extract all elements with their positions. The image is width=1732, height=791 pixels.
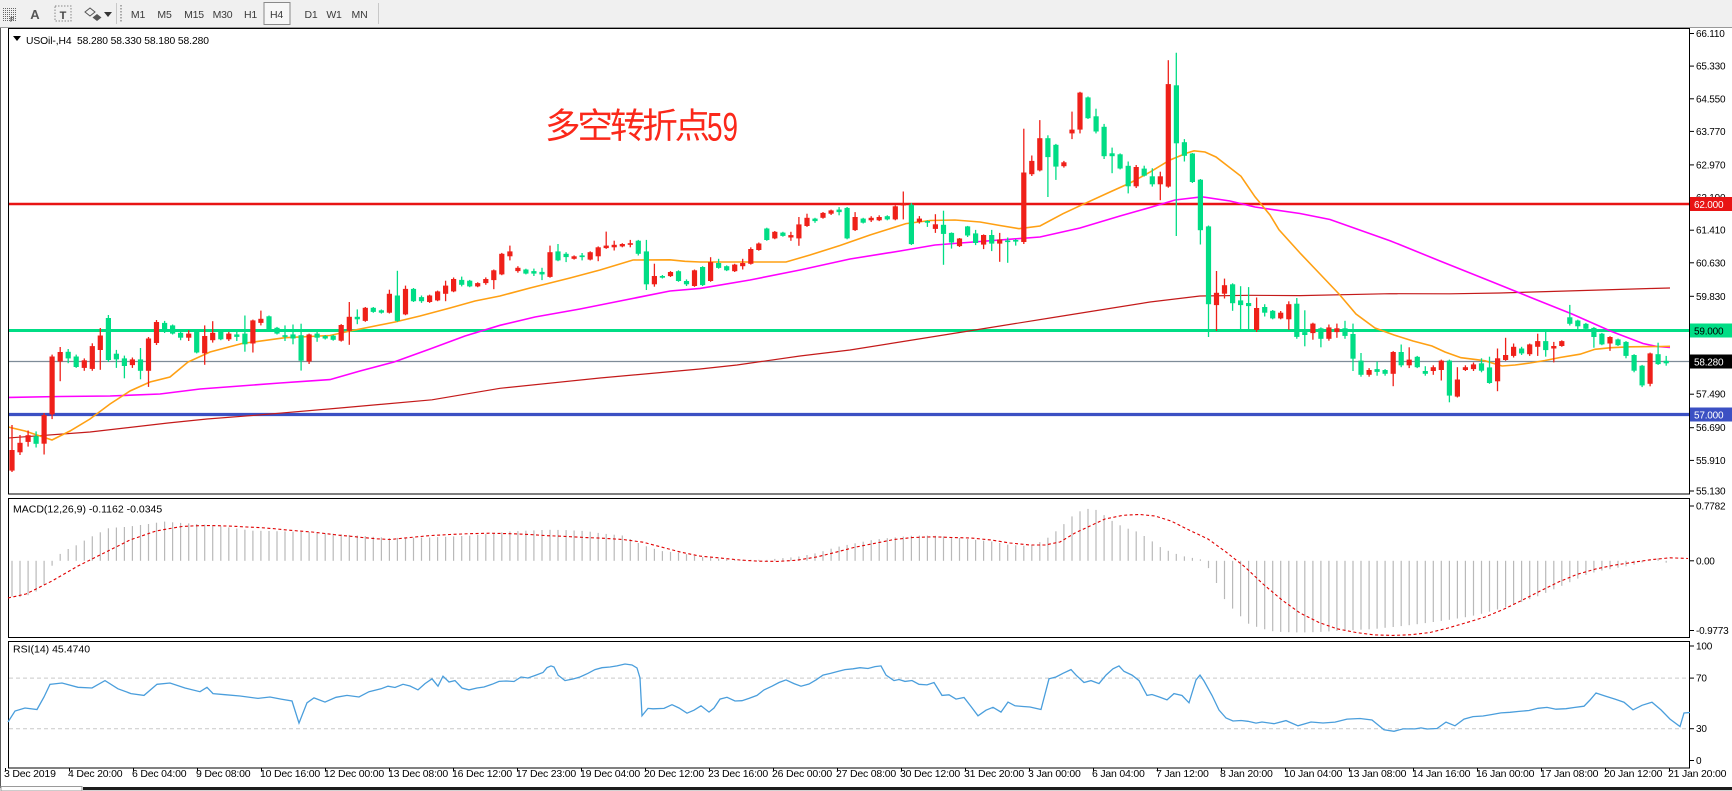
svg-text:57.490: 57.490 bbox=[1696, 390, 1726, 401]
svg-text:D1: D1 bbox=[304, 9, 317, 21]
svg-text:63.770: 63.770 bbox=[1696, 127, 1726, 138]
svg-text:F: F bbox=[10, 17, 14, 24]
svg-text:55.910: 55.910 bbox=[1696, 456, 1726, 467]
svg-text:6 Dec 04:00: 6 Dec 04:00 bbox=[132, 768, 187, 780]
svg-text:RSI(14) 45.4740: RSI(14) 45.4740 bbox=[13, 644, 90, 656]
svg-text:13 Jan 08:00: 13 Jan 08:00 bbox=[1348, 768, 1407, 780]
svg-text:17 Dec 23:00: 17 Dec 23:00 bbox=[516, 768, 576, 780]
svg-text:100: 100 bbox=[1696, 642, 1713, 653]
svg-text:A: A bbox=[30, 7, 40, 22]
svg-text:17 Jan 08:00: 17 Jan 08:00 bbox=[1540, 768, 1599, 780]
svg-text:60.630: 60.630 bbox=[1696, 258, 1726, 269]
svg-text:H1: H1 bbox=[244, 9, 257, 21]
svg-text:23 Dec 16:00: 23 Dec 16:00 bbox=[708, 768, 768, 780]
svg-text:59: 59 bbox=[707, 106, 738, 150]
svg-text:27 Dec 08:00: 27 Dec 08:00 bbox=[836, 768, 896, 780]
svg-text:62.000: 62.000 bbox=[1694, 200, 1724, 211]
svg-text:4 Dec 20:00: 4 Dec 20:00 bbox=[68, 768, 123, 780]
svg-text:70: 70 bbox=[1696, 674, 1707, 685]
svg-text:T: T bbox=[60, 10, 67, 22]
svg-text:7 Jan 12:00: 7 Jan 12:00 bbox=[1156, 768, 1209, 780]
svg-text:MN: MN bbox=[352, 9, 368, 21]
svg-text:58.280: 58.280 bbox=[1694, 358, 1724, 369]
svg-text:14 Jan 16:00: 14 Jan 16:00 bbox=[1412, 768, 1471, 780]
svg-text:61.410: 61.410 bbox=[1696, 226, 1726, 237]
svg-text:0: 0 bbox=[1696, 756, 1702, 767]
svg-text:59.000: 59.000 bbox=[1694, 327, 1724, 338]
svg-text:19 Dec 04:00: 19 Dec 04:00 bbox=[580, 768, 640, 780]
svg-text:57.000: 57.000 bbox=[1694, 411, 1724, 422]
svg-text:31 Dec 20:00: 31 Dec 20:00 bbox=[964, 768, 1024, 780]
svg-text:USOil-,H4 58.280 58.330 58.18: USOil-,H4 58.280 58.330 58.180 58.280 bbox=[26, 36, 209, 47]
svg-text:16 Jan 00:00: 16 Jan 00:00 bbox=[1476, 768, 1535, 780]
svg-text:20 Dec 12:00: 20 Dec 12:00 bbox=[644, 768, 704, 780]
svg-text:21 Jan 20:00: 21 Jan 20:00 bbox=[1668, 768, 1727, 780]
svg-text:59.830: 59.830 bbox=[1696, 292, 1726, 303]
svg-text:16 Dec 12:00: 16 Dec 12:00 bbox=[452, 768, 512, 780]
svg-text:30 Dec 12:00: 30 Dec 12:00 bbox=[900, 768, 960, 780]
svg-text:H4: H4 bbox=[270, 9, 283, 21]
svg-text:M5: M5 bbox=[157, 9, 172, 21]
svg-text:W1: W1 bbox=[326, 9, 342, 21]
svg-text:66.110: 66.110 bbox=[1696, 29, 1725, 40]
svg-text:3 Dec 2019: 3 Dec 2019 bbox=[4, 768, 56, 780]
svg-text:64.550: 64.550 bbox=[1696, 94, 1726, 105]
svg-text:M15: M15 bbox=[184, 9, 204, 21]
svg-text:12 Dec 00:00: 12 Dec 00:00 bbox=[324, 768, 384, 780]
svg-text:10 Jan 04:00: 10 Jan 04:00 bbox=[1284, 768, 1343, 780]
svg-text:26 Dec 00:00: 26 Dec 00:00 bbox=[772, 768, 832, 780]
svg-text:62.970: 62.970 bbox=[1696, 160, 1726, 171]
svg-text:0.7782: 0.7782 bbox=[1696, 502, 1726, 513]
svg-text:20 Jan 12:00: 20 Jan 12:00 bbox=[1604, 768, 1663, 780]
svg-text:56.690: 56.690 bbox=[1696, 423, 1726, 434]
svg-text:30: 30 bbox=[1696, 724, 1707, 735]
svg-text:0.00: 0.00 bbox=[1696, 556, 1715, 567]
svg-text:9 Dec 08:00: 9 Dec 08:00 bbox=[196, 768, 251, 780]
svg-text:65.330: 65.330 bbox=[1696, 62, 1726, 73]
svg-text:55.130: 55.130 bbox=[1696, 487, 1726, 498]
svg-text:10 Dec 16:00: 10 Dec 16:00 bbox=[260, 768, 320, 780]
svg-text:M1: M1 bbox=[131, 9, 146, 21]
svg-text:13 Dec 08:00: 13 Dec 08:00 bbox=[388, 768, 448, 780]
svg-text:6 Jan 04:00: 6 Jan 04:00 bbox=[1092, 768, 1145, 780]
svg-text:3 Jan 00:00: 3 Jan 00:00 bbox=[1028, 768, 1081, 780]
svg-text:M30: M30 bbox=[213, 9, 233, 21]
svg-text:MACD(12,26,9) -0.1162 -0.0345: MACD(12,26,9) -0.1162 -0.0345 bbox=[13, 504, 162, 516]
svg-text:-0.9773: -0.9773 bbox=[1696, 626, 1729, 637]
svg-text:8 Jan 20:00: 8 Jan 20:00 bbox=[1220, 768, 1273, 780]
